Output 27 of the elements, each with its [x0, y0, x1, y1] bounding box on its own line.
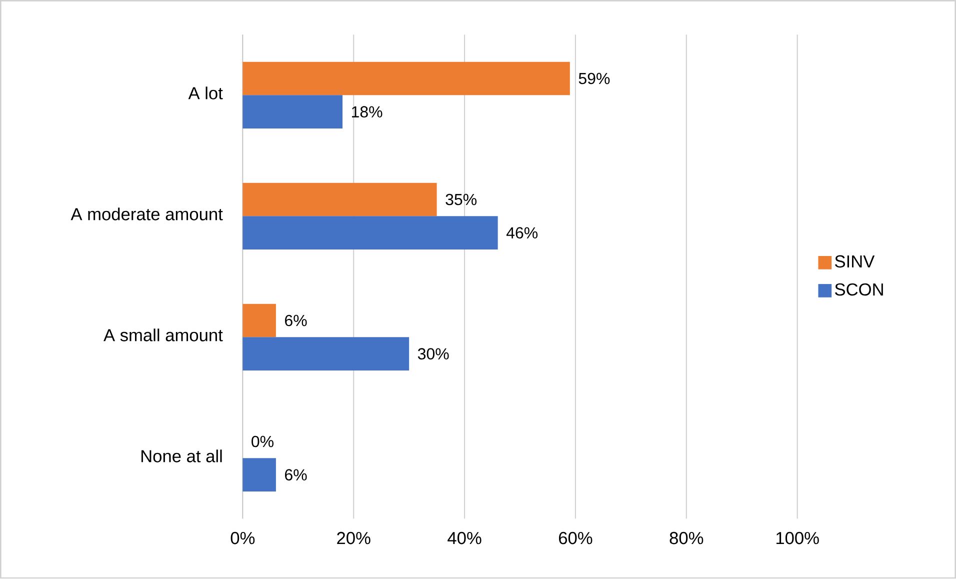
bar	[242, 183, 437, 216]
bar	[242, 216, 498, 250]
data-label: 30%	[418, 348, 449, 360]
y-tick-label: A moderate amount	[70, 208, 223, 221]
x-tick-label: 0%	[230, 532, 255, 544]
y-tick-label: A small amount	[104, 328, 223, 342]
x-tick-label: 100%	[776, 532, 819, 544]
bar	[242, 62, 570, 96]
data-label: 18%	[352, 106, 382, 118]
data-label: 6%	[285, 469, 307, 481]
data-label: 0%	[252, 436, 274, 448]
x-tick-label: 20%	[337, 532, 370, 544]
bar	[242, 337, 410, 371]
bar	[242, 95, 343, 129]
x-tick-label: 40%	[448, 532, 482, 544]
y-tick-label: A lot	[188, 86, 223, 100]
x-tick-label: 80%	[670, 532, 704, 544]
bar	[242, 304, 276, 338]
data-label: 59%	[578, 73, 610, 84]
x-tick-label: 60%	[559, 532, 592, 544]
data-label: 35%	[446, 194, 477, 206]
legend-label: SCON	[835, 284, 883, 296]
legend-label: SINV	[835, 255, 875, 268]
y-tick-label: None at all	[141, 450, 222, 463]
bar	[242, 458, 276, 492]
data-label: 46%	[506, 227, 538, 239]
data-label: 6%	[285, 315, 307, 326]
